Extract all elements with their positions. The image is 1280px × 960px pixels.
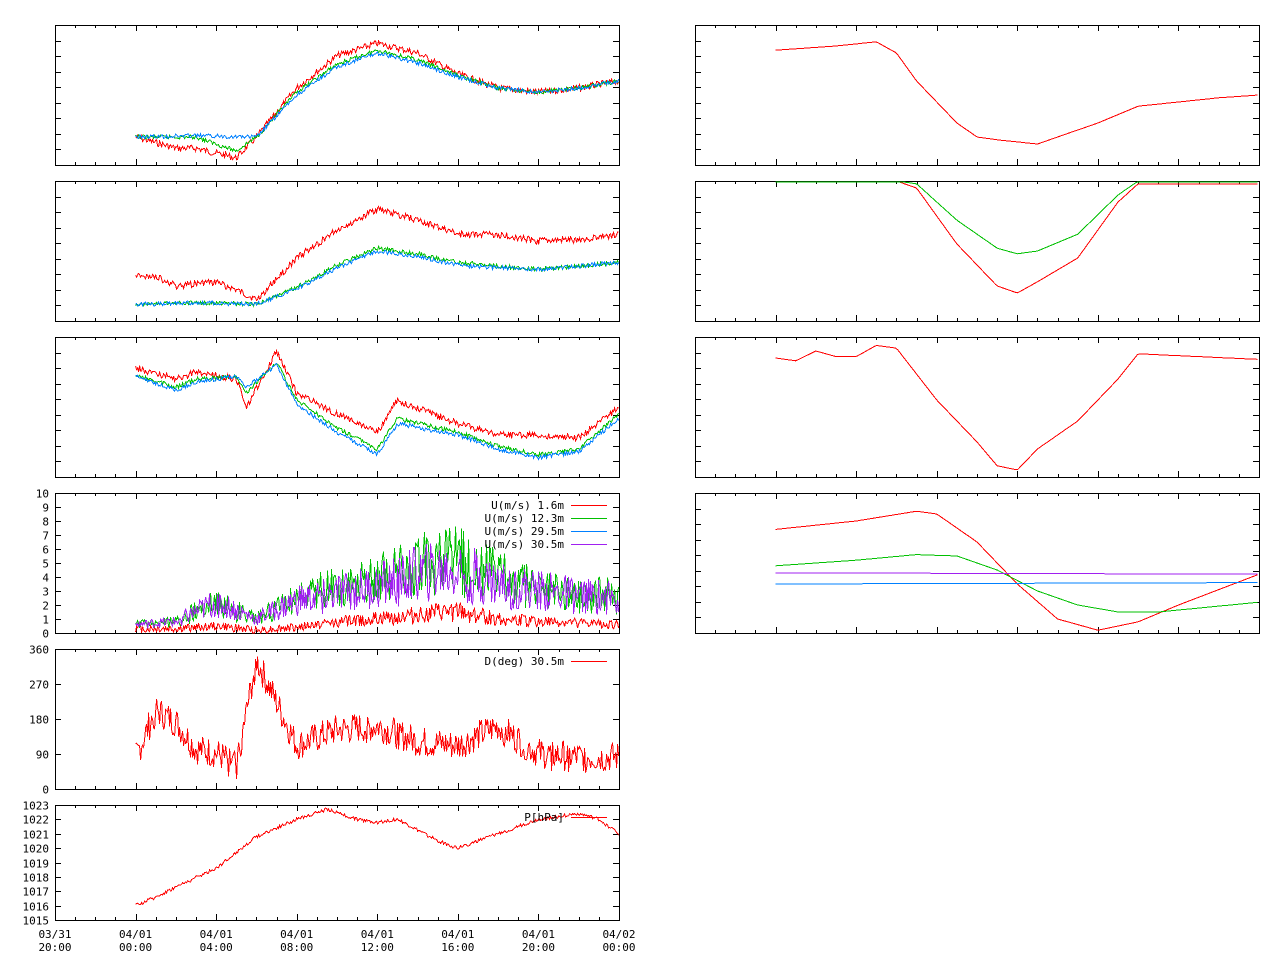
plot-frame bbox=[695, 181, 1260, 322]
y-tick-label: 10 bbox=[36, 488, 49, 501]
y-tick-label: 1 bbox=[42, 614, 49, 627]
series-line bbox=[775, 345, 1258, 471]
legend-label: P[hPa] bbox=[524, 811, 564, 824]
x-tick-label-time: 12:00 bbox=[361, 941, 394, 954]
series-line bbox=[135, 656, 620, 780]
x-tick-label-time: 04:00 bbox=[200, 941, 233, 954]
y-tick-label: 1023 bbox=[23, 800, 50, 813]
x-tick-label-date: 04/01 bbox=[119, 928, 152, 941]
x-tick-label-date: 04/01 bbox=[200, 928, 233, 941]
series-line bbox=[135, 50, 620, 140]
legend-label: U(m/s) 30.5m bbox=[485, 538, 565, 551]
panel-right-2 bbox=[695, 181, 1260, 322]
series-line bbox=[135, 348, 619, 443]
legend-label: U(m/s) 12.3m bbox=[485, 512, 565, 525]
x-tick-label-time: 08:00 bbox=[280, 941, 313, 954]
y-tick-label: 0 bbox=[42, 784, 49, 797]
legend-label: U(m/s) 29.5m bbox=[485, 525, 565, 538]
panel-wind-direction: 0 90 180 270 360 D(deg) 30.5m bbox=[29, 644, 620, 797]
x-tick-label-time: 00:00 bbox=[119, 941, 152, 954]
series-line bbox=[135, 244, 620, 308]
series-line bbox=[135, 249, 620, 308]
panel-right-3 bbox=[695, 337, 1260, 478]
x-tick-label-date: 04/01 bbox=[441, 928, 474, 941]
panel-left-3 bbox=[55, 337, 620, 478]
y-tick-label: 270 bbox=[29, 679, 49, 692]
plot-frame bbox=[55, 181, 620, 322]
series-line bbox=[135, 807, 619, 906]
y-tick-label: 9 bbox=[42, 502, 49, 515]
x-tick-label-date: 04/01 bbox=[522, 928, 555, 941]
y-tick-label: 1016 bbox=[23, 901, 50, 914]
series-line bbox=[135, 205, 619, 302]
x-tick-label-date: 04/01 bbox=[280, 928, 313, 941]
y-tick-label: 1022 bbox=[23, 814, 50, 827]
x-tick-label-time: 20:00 bbox=[38, 941, 71, 954]
y-tick-label: 0 bbox=[42, 628, 49, 641]
series-line bbox=[775, 572, 1258, 575]
y-tick-label: 1019 bbox=[23, 858, 50, 871]
y-tick-label: 5 bbox=[42, 558, 49, 571]
plot-frame bbox=[55, 25, 620, 166]
x-tick-label-time: 00:00 bbox=[602, 941, 635, 954]
series-line bbox=[135, 362, 620, 461]
plot-frame bbox=[55, 649, 620, 790]
x-axis-tick-labels: 03/3120:0004/0100:0004/0104:0004/0108:00… bbox=[38, 928, 635, 954]
panel-right-1 bbox=[695, 25, 1260, 166]
y-tick-label: 1021 bbox=[23, 829, 50, 842]
x-tick-label-date: 04/02 bbox=[602, 928, 635, 941]
y-tick-label: 4 bbox=[42, 572, 49, 585]
series-line bbox=[775, 510, 1258, 631]
x-tick-label-date: 04/01 bbox=[361, 928, 394, 941]
plot-frame bbox=[55, 337, 620, 478]
panel-right-4 bbox=[695, 493, 1260, 634]
y-tick-label: 6 bbox=[42, 544, 49, 557]
y-tick-label: 1018 bbox=[23, 872, 50, 885]
legend-label: U(m/s) 1.6m bbox=[491, 499, 564, 512]
y-tick-label: 180 bbox=[29, 714, 49, 727]
panel-left-2 bbox=[55, 181, 620, 322]
series-line bbox=[135, 49, 620, 153]
series-line bbox=[775, 181, 1258, 255]
y-tick-label: 3 bbox=[42, 586, 49, 599]
y-tick-label: 7 bbox=[42, 530, 49, 543]
series-line bbox=[135, 602, 620, 635]
plot-frame bbox=[695, 25, 1260, 166]
legend-label: D(deg) 30.5m bbox=[485, 655, 565, 668]
y-tick-label: 2 bbox=[42, 600, 49, 613]
y-tick-label: 1015 bbox=[23, 915, 50, 928]
y-tick-label: 8 bbox=[42, 516, 49, 529]
series-line bbox=[135, 543, 620, 629]
series-line bbox=[775, 181, 1258, 294]
series-line bbox=[135, 362, 619, 459]
x-tick-label-date: 03/31 bbox=[38, 928, 71, 941]
x-tick-label-time: 16:00 bbox=[441, 941, 474, 954]
x-tick-label-time: 20:00 bbox=[522, 941, 555, 954]
series-line bbox=[775, 41, 1258, 145]
y-tick-label: 360 bbox=[29, 644, 49, 657]
series-line bbox=[775, 554, 1258, 613]
series-line bbox=[775, 582, 1258, 585]
panel-left-1 bbox=[55, 25, 620, 166]
y-tick-label: 1020 bbox=[23, 843, 50, 856]
y-tick-label: 90 bbox=[36, 749, 49, 762]
y-tick-label: 1017 bbox=[23, 886, 50, 899]
